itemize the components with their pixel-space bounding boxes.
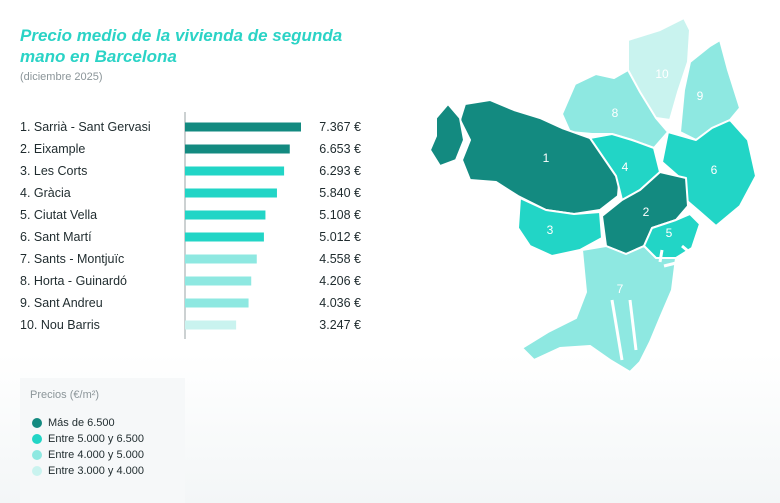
district-shape-7	[521, 245, 677, 373]
bar	[185, 276, 252, 286]
legend-swatch-tier3	[32, 450, 42, 460]
district-label-6: 6	[711, 163, 718, 177]
legend-swatch-tier4	[32, 466, 42, 476]
value-label: 6.293 €	[319, 164, 361, 178]
bar	[185, 144, 290, 154]
district-label-8: 8	[612, 106, 619, 120]
district-shape-1-enclave	[429, 103, 465, 167]
district-map: 1 2 3 4 5 6 7 8 9 10	[429, 17, 757, 373]
bar	[185, 254, 257, 264]
category-label: 5. Ciutat Vella	[20, 208, 97, 222]
category-label: 8. Horta - Guinardó	[20, 274, 127, 288]
value-label: 5.840 €	[319, 186, 361, 200]
bar	[185, 188, 277, 198]
value-label: 4.206 €	[319, 274, 361, 288]
legend-item-tier4: Entre 3.000 y 4.000	[32, 464, 144, 478]
bar	[185, 298, 249, 308]
chart-title: Precio medio de la vivienda de segunda m…	[20, 26, 343, 66]
legend-item-tier2: Entre 5.000 y 6.500	[32, 432, 144, 446]
district-label-1: 1	[543, 151, 550, 165]
legend-item-tier3: Entre 4.000 y 5.000	[32, 448, 144, 462]
legend: Precios (€/m²) Más de 6.500 Entre 5.000 …	[20, 378, 185, 503]
value-label: 6.653 €	[319, 142, 361, 156]
bar	[185, 232, 264, 242]
category-label: 10. Nou Barris	[20, 318, 100, 332]
district-label-4: 4	[622, 160, 629, 174]
district-label-10: 10	[655, 67, 669, 81]
chart-subtitle: (diciembre 2025)	[20, 71, 103, 83]
legend-label: Más de 6.500	[48, 417, 115, 429]
legend-item-tier1: Más de 6.500	[32, 416, 115, 430]
bar	[185, 210, 266, 220]
category-label: 4. Gràcia	[20, 186, 71, 200]
district-shape-9	[679, 39, 741, 141]
category-label: 1. Sarrià - Sant Gervasi	[20, 120, 151, 134]
bar	[185, 320, 237, 330]
value-label: 4.558 €	[319, 252, 361, 266]
legend-label: Entre 5.000 y 6.500	[48, 433, 145, 445]
legend-label: Entre 3.000 y 4.000	[48, 465, 145, 477]
category-label: 6. Sant Martí	[20, 230, 92, 244]
value-label: 7.367 €	[319, 120, 361, 134]
category-label: 3. Les Corts	[20, 164, 87, 178]
bar	[185, 122, 301, 132]
value-label: 4.036 €	[319, 296, 361, 310]
category-label: 2. Eixample	[20, 142, 85, 156]
bar	[185, 166, 285, 176]
legend-label: Entre 4.000 y 5.000	[48, 449, 145, 461]
value-label: 5.012 €	[319, 230, 361, 244]
district-label-9: 9	[697, 89, 704, 103]
bar-chart: 1. Sarrià - Sant Gervasi 7.367 € 2. Eixamp…	[20, 112, 361, 339]
legend-swatch-tier1	[32, 418, 42, 428]
district-label-7: 7	[617, 282, 624, 296]
legend-title: Precios (€/m²)	[30, 389, 100, 401]
value-label: 3.247 €	[319, 318, 361, 332]
district-shape-3	[517, 197, 603, 257]
category-label: 9. Sant Andreu	[20, 296, 103, 310]
district-shape-1	[459, 99, 621, 215]
legend-swatch-tier2	[32, 434, 42, 444]
district-label-3: 3	[547, 223, 554, 237]
value-label: 5.108 €	[319, 208, 361, 222]
district-label-2: 2	[643, 205, 650, 219]
port-details	[610, 244, 695, 361]
category-label: 7. Sants - Montjuïc	[20, 252, 124, 266]
district-label-5: 5	[666, 226, 673, 240]
